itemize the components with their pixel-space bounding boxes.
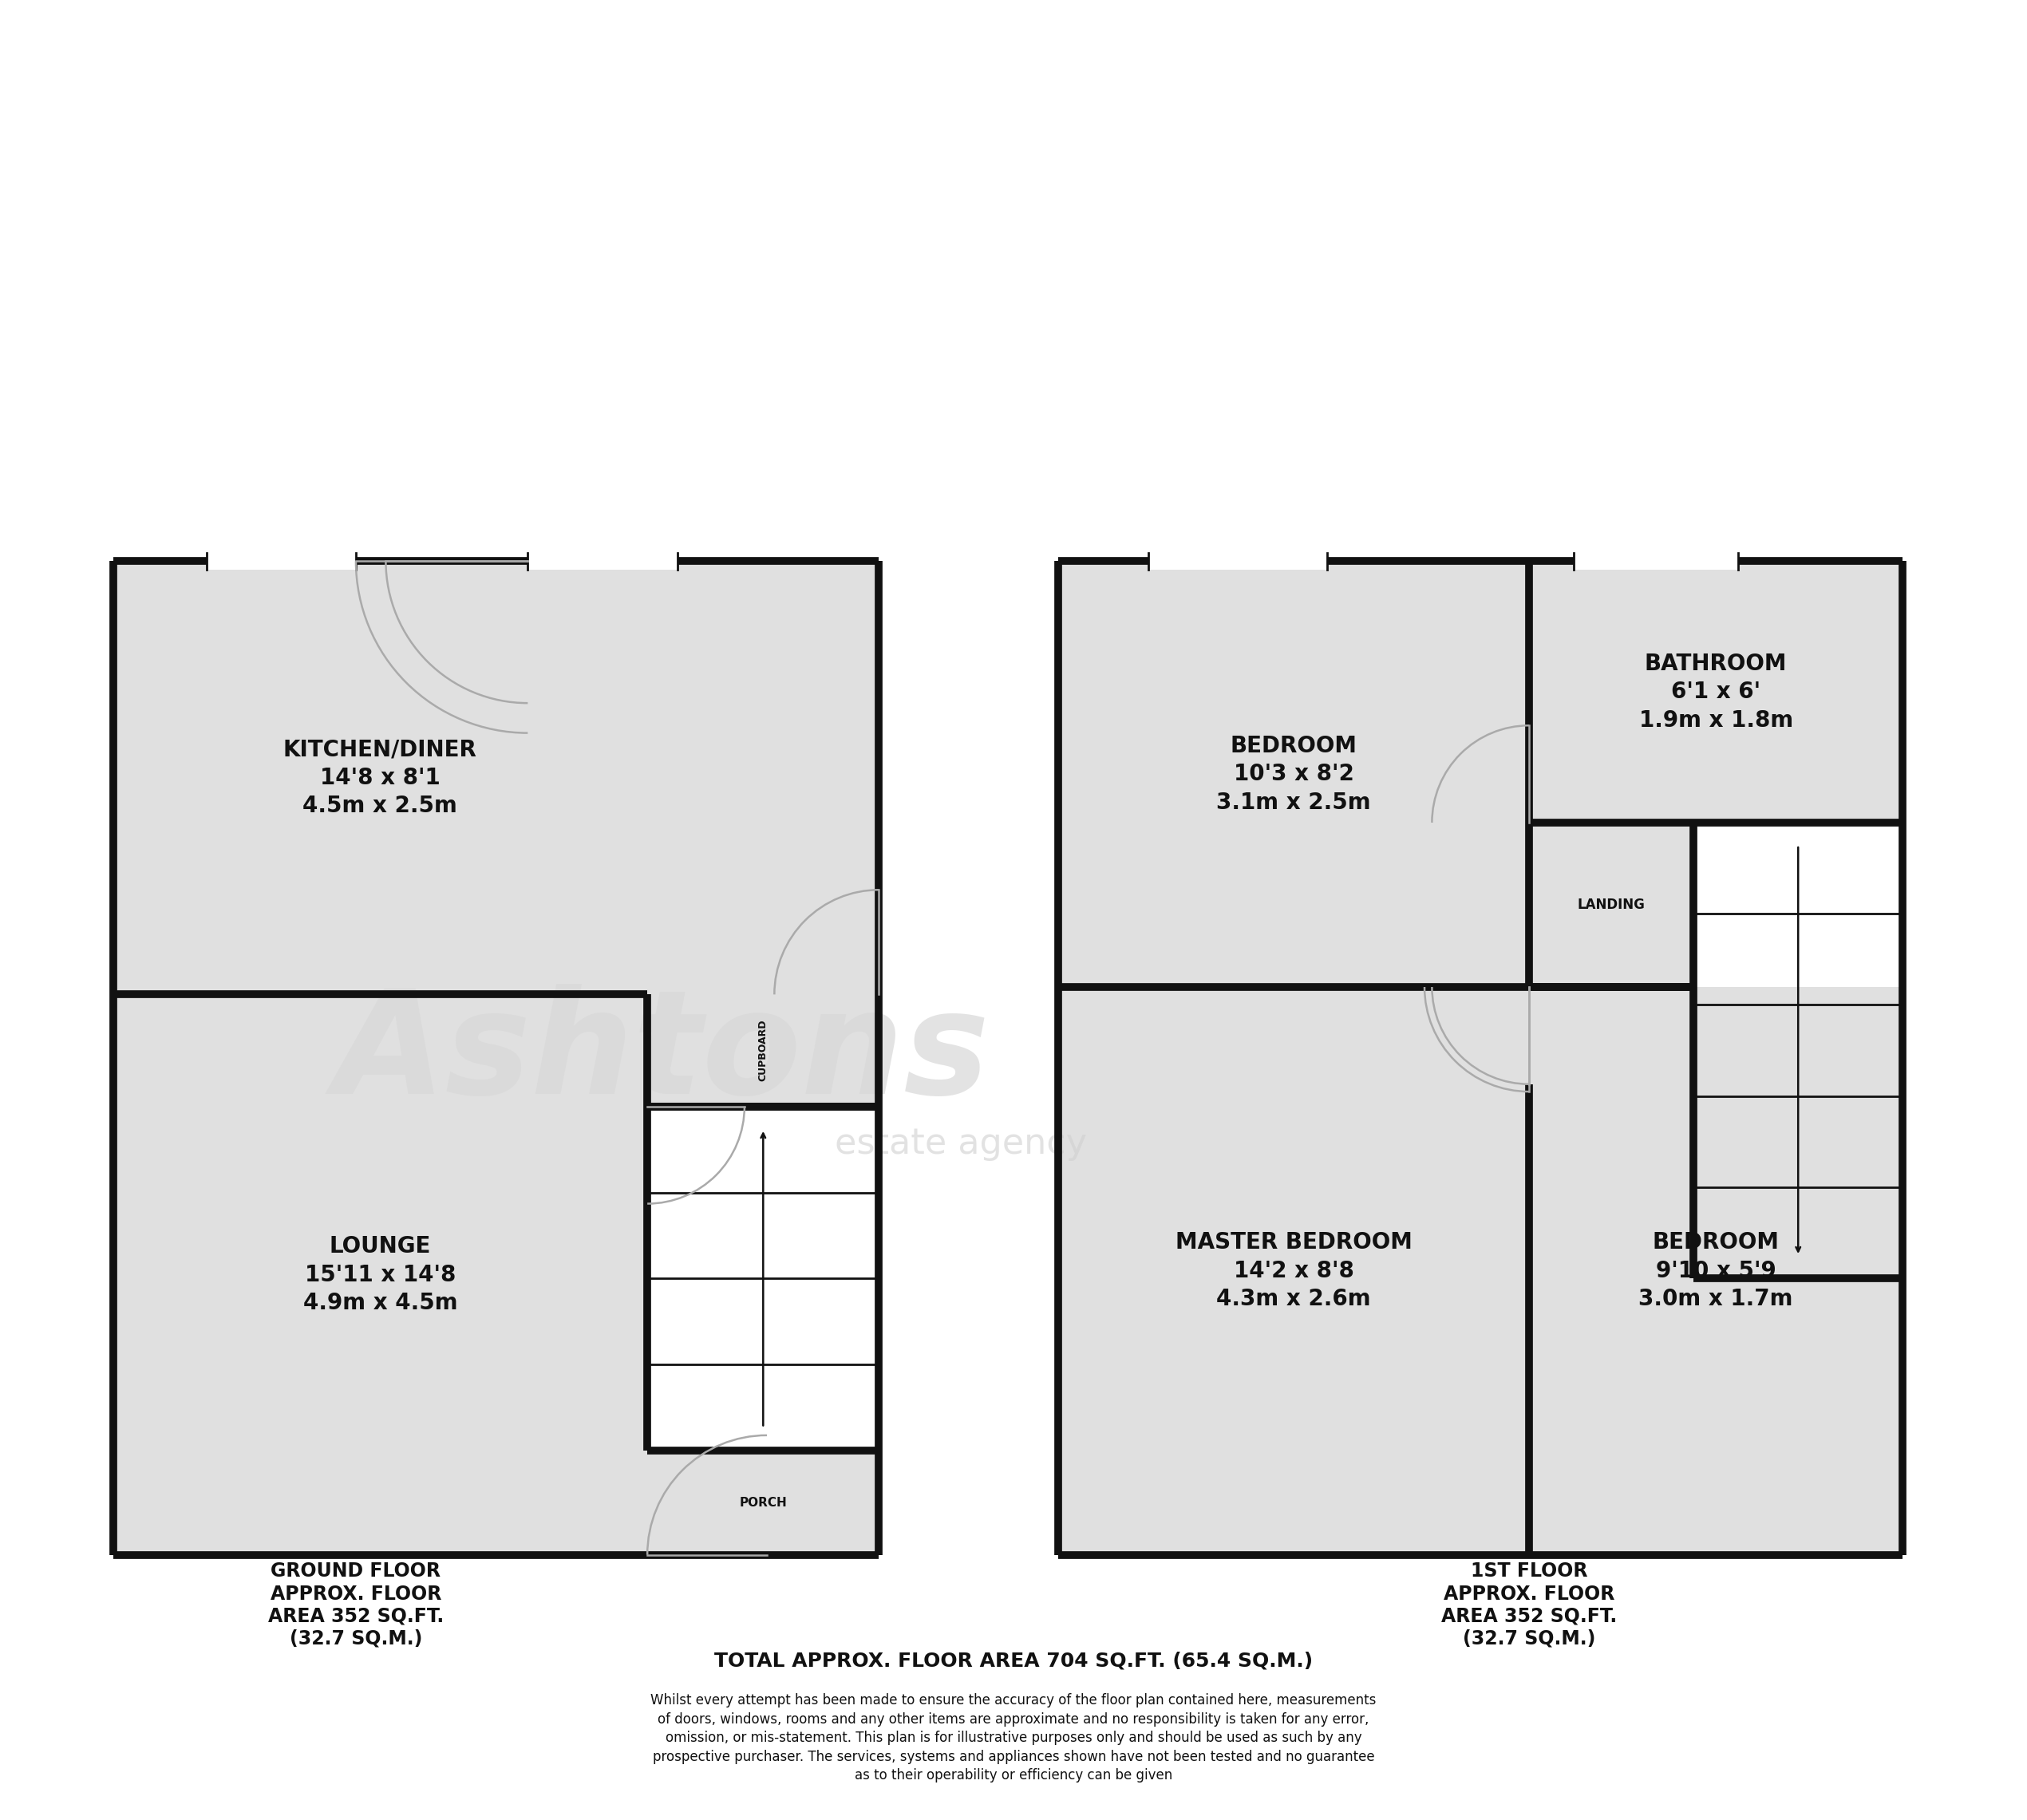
Text: BEDROOM: BEDROOM (1652, 1232, 1780, 1254)
Bar (1528, 561, 1903, 823)
Text: 9'10 x 5'9: 9'10 x 5'9 (1656, 1259, 1776, 1281)
Bar (114, 561, 880, 994)
Bar (1693, 823, 1903, 1278)
Bar (1058, 986, 1528, 1554)
Text: CUPBOARD: CUPBOARD (758, 1019, 768, 1081)
Bar (527, 553, 677, 570)
Text: AREA 352 SQ.FT.: AREA 352 SQ.FT. (268, 1607, 444, 1625)
Text: 14'8 x 8'1: 14'8 x 8'1 (320, 766, 440, 788)
Bar (1147, 553, 1328, 570)
Text: 15'11 x 14'8: 15'11 x 14'8 (304, 1263, 456, 1285)
Text: 4.9m x 4.5m: 4.9m x 4.5m (302, 1292, 458, 1314)
Text: Whilst every attempt has been made to ensure the accuracy of the floor plan cont: Whilst every attempt has been made to en… (651, 1693, 1376, 1784)
Text: 4.3m x 2.6m: 4.3m x 2.6m (1216, 1289, 1370, 1310)
Text: TOTAL APPROX. FLOOR AREA 704 SQ.FT. (65.4 SQ.M.): TOTAL APPROX. FLOOR AREA 704 SQ.FT. (65.… (714, 1651, 1313, 1671)
Text: 10'3 x 8'2: 10'3 x 8'2 (1234, 763, 1354, 784)
Bar (647, 1451, 880, 1554)
Text: AREA 352 SQ.FT.: AREA 352 SQ.FT. (1441, 1607, 1618, 1625)
Text: (32.7 SQ.M.): (32.7 SQ.M.) (290, 1629, 422, 1649)
Text: MASTER BEDROOM: MASTER BEDROOM (1176, 1232, 1413, 1254)
Bar (647, 1107, 880, 1451)
Text: LOUNGE: LOUNGE (328, 1236, 432, 1258)
Text: BEDROOM: BEDROOM (1230, 735, 1358, 757)
Text: 1ST FLOOR: 1ST FLOOR (1472, 1562, 1587, 1582)
Bar (1528, 823, 1693, 986)
Text: 4.5m x 2.5m: 4.5m x 2.5m (302, 795, 458, 817)
Text: 3.0m x 1.7m: 3.0m x 1.7m (1638, 1289, 1794, 1310)
Text: 14'2 x 8'8: 14'2 x 8'8 (1234, 1259, 1354, 1281)
Text: APPROX. FLOOR: APPROX. FLOOR (270, 1583, 442, 1603)
Bar (114, 994, 647, 1554)
Text: 6'1 x 6': 6'1 x 6' (1670, 681, 1761, 703)
Text: 3.1m x 2.5m: 3.1m x 2.5m (1216, 792, 1370, 814)
Text: KITCHEN/DINER: KITCHEN/DINER (284, 739, 476, 761)
Text: (32.7 SQ.M.): (32.7 SQ.M.) (1463, 1629, 1595, 1649)
Text: estate agency: estate agency (835, 1127, 1086, 1161)
Text: APPROX. FLOOR: APPROX. FLOOR (1443, 1583, 1616, 1603)
Bar (1528, 986, 1903, 1554)
Text: BATHROOM: BATHROOM (1644, 652, 1788, 675)
Bar (1573, 553, 1739, 570)
Bar (1058, 561, 1528, 986)
Text: PORCH: PORCH (740, 1496, 786, 1509)
Text: Ashtons: Ashtons (334, 985, 989, 1125)
Bar (647, 994, 880, 1107)
Text: GROUND FLOOR: GROUND FLOOR (272, 1562, 442, 1582)
Text: LANDING: LANDING (1577, 897, 1646, 912)
Text: 1.9m x 1.8m: 1.9m x 1.8m (1640, 710, 1794, 732)
Bar (207, 553, 357, 570)
